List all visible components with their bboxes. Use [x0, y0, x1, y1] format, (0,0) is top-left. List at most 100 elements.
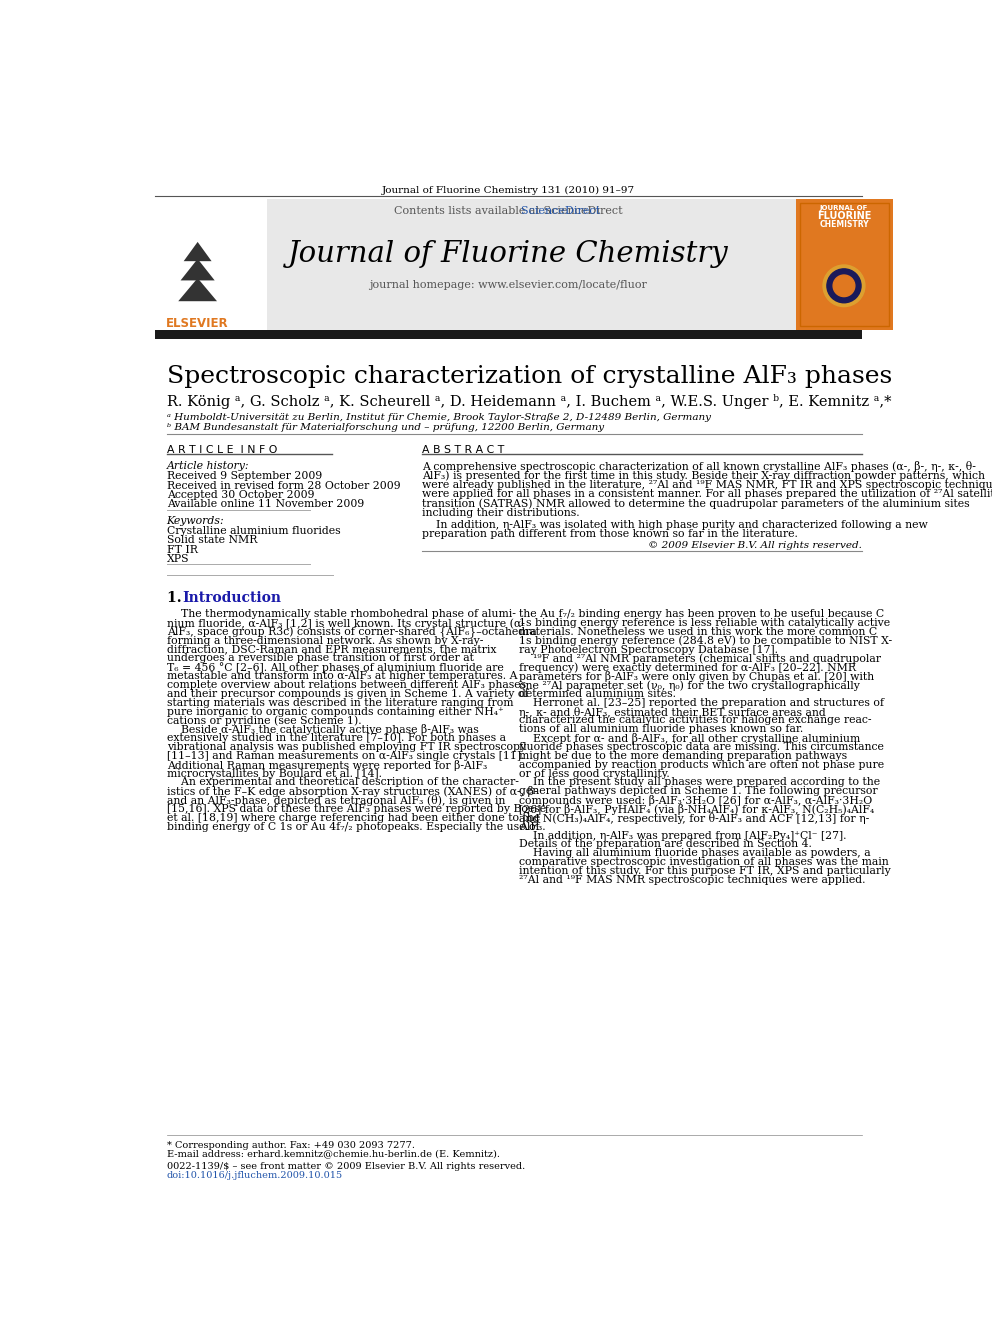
Text: ELSEVIER: ELSEVIER: [167, 316, 229, 329]
Text: and their precursor compounds is given in Scheme 1. A variety of: and their precursor compounds is given i…: [167, 689, 528, 699]
FancyBboxPatch shape: [155, 198, 268, 329]
Text: * Corresponding author. Fax: +49 030 2093 7277.: * Corresponding author. Fax: +49 030 209…: [167, 1140, 415, 1150]
Text: ²⁷Al and ¹⁹F MAS NMR spectroscopic techniques were applied.: ²⁷Al and ¹⁹F MAS NMR spectroscopic techn…: [519, 875, 866, 885]
Text: [26] for β-AlF₃, PyHAlF₄ (via β-NH₄AlF₄) for κ-AlF₃, N(C₂H₅)₄AlF₄: [26] for β-AlF₃, PyHAlF₄ (via β-NH₄AlF₄)…: [519, 804, 875, 815]
Text: extensively studied in the literature [7–10]. For both phases a: extensively studied in the literature [7…: [167, 733, 506, 744]
Text: Accepted 30 October 2009: Accepted 30 October 2009: [167, 490, 314, 500]
Text: Received 9 September 2009: Received 9 September 2009: [167, 471, 321, 482]
Text: ᵇ BAM Bundesanstalt für Materialforschung und – prüfung, 12200 Berlin, Germany: ᵇ BAM Bundesanstalt für Materialforschun…: [167, 423, 604, 431]
Text: ᵃ Humboldt-Universität zu Berlin, Institut für Chemie, Brook Taylor-Straße 2, D-: ᵃ Humboldt-Universität zu Berlin, Instit…: [167, 413, 710, 422]
Text: vibrational analysis was published employing FT IR spectroscopy: vibrational analysis was published emplo…: [167, 742, 526, 751]
Text: characterized the catalytic activities for halogen exchange reac-: characterized the catalytic activities f…: [519, 716, 872, 725]
Text: FLUORINE: FLUORINE: [816, 212, 871, 221]
Text: Spectroscopic characterization of crystalline AlF₃ phases: Spectroscopic characterization of crysta…: [167, 365, 892, 388]
Text: metastable and transform into α-AlF₃ at higher temperatures. A: metastable and transform into α-AlF₃ at …: [167, 671, 517, 681]
Text: microcrystallites by Boulard et al. [14].: microcrystallites by Boulard et al. [14]…: [167, 769, 382, 779]
Text: In addition, η-AlF₃ was prepared from [AlF₂Py₄]⁺Cl⁻ [27].: In addition, η-AlF₃ was prepared from [A…: [519, 831, 847, 840]
Circle shape: [823, 265, 865, 307]
Text: were already published in the literature, ²⁷Al and ¹⁹F MAS NMR, FT IR and XPS sp: were already published in the literature…: [423, 480, 992, 490]
Text: were applied for all phases in a consistent manner. For all phases prepared the : were applied for all phases in a consist…: [423, 490, 992, 499]
Text: ¹⁹F and ²⁷Al NMR parameters (chemical shifts and quadrupolar: ¹⁹F and ²⁷Al NMR parameters (chemical sh…: [519, 654, 881, 664]
Text: one ²⁷Al parameter set (ν₀, η₀) for the two crystallographically: one ²⁷Al parameter set (ν₀, η₀) for the …: [519, 680, 860, 691]
Text: In the present study all phases were prepared according to the: In the present study all phases were pre…: [519, 778, 880, 787]
Text: R. König ᵃ, G. Scholz ᵃ, K. Scheurell ᵃ, D. Heidemann ᵃ, I. Buchem ᵃ, W.E.S. Ung: R. König ᵃ, G. Scholz ᵃ, K. Scheurell ᵃ,…: [167, 394, 891, 409]
Text: Keywords:: Keywords:: [167, 516, 224, 527]
Polygon shape: [179, 278, 217, 302]
Text: Journal of Fluorine Chemistry 131 (2010) 91–97: Journal of Fluorine Chemistry 131 (2010)…: [382, 185, 635, 194]
Text: AlF₃.: AlF₃.: [519, 822, 546, 832]
Text: diffraction, DSC-Raman and EPR measurements, the matrix: diffraction, DSC-Raman and EPR measureme…: [167, 644, 496, 655]
Text: Having all aluminium fluoride phases available as powders, a: Having all aluminium fluoride phases ava…: [519, 848, 871, 859]
Text: and N(CH₃)₄AlF₄, respectively, for θ-AlF₃ and ACF [12,13] for η-: and N(CH₃)₄AlF₄, respectively, for θ-AlF…: [519, 812, 870, 824]
Text: 0022-1139/$ – see front matter © 2009 Elsevier B.V. All rights reserved.: 0022-1139/$ – see front matter © 2009 El…: [167, 1162, 525, 1171]
Text: T₆ = 456 °C [2–6]. All other phases of aluminium fluoride are: T₆ = 456 °C [2–6]. All other phases of a…: [167, 663, 503, 673]
Polygon shape: [184, 242, 211, 261]
Text: 1s binding energy reference (284.8 eV) to be compatible to NIST X-: 1s binding energy reference (284.8 eV) t…: [519, 636, 893, 647]
Text: undergoes a reversible phase transition of first order at: undergoes a reversible phase transition …: [167, 654, 473, 664]
FancyBboxPatch shape: [155, 329, 862, 339]
Text: A B S T R A C T: A B S T R A C T: [423, 446, 505, 455]
Polygon shape: [181, 259, 214, 280]
Text: CHEMISTRY: CHEMISTRY: [819, 220, 869, 229]
Text: Additional Raman measurements were reported for β-AlF₃: Additional Raman measurements were repor…: [167, 759, 487, 771]
Text: E-mail address: erhard.kemnitz@chemie.hu-berlin.de (E. Kemnitz).: E-mail address: erhard.kemnitz@chemie.hu…: [167, 1148, 500, 1158]
Text: Crystalline aluminium fluorides: Crystalline aluminium fluorides: [167, 527, 340, 536]
Text: might be due to the more demanding preparation pathways: might be due to the more demanding prepa…: [519, 751, 847, 761]
Text: compounds were used: β-AlF₃·3H₂O [26] for α-AlF₃, α-AlF₃·3H₂O: compounds were used: β-AlF₃·3H₂O [26] fo…: [519, 795, 873, 806]
Text: Beside α-AlF₃ the catalytically active phase β-AlF₃ was: Beside α-AlF₃ the catalytically active p…: [167, 724, 478, 736]
Text: journal homepage: www.elsevier.com/locate/fluor: journal homepage: www.elsevier.com/locat…: [369, 280, 648, 291]
Circle shape: [833, 275, 855, 296]
Text: Except for α- and β-AlF₃, for all other crystalline aluminium: Except for α- and β-AlF₃, for all other …: [519, 733, 860, 744]
Text: istics of the F–K edge absorption X-ray structures (XANES) of α-, β-: istics of the F–K edge absorption X-ray …: [167, 786, 537, 798]
Text: including their distributions.: including their distributions.: [423, 508, 580, 517]
Text: JOURNAL OF: JOURNAL OF: [819, 205, 868, 210]
Text: In addition, η-AlF₃ was isolated with high phase purity and characterized follow: In addition, η-AlF₃ was isolated with hi…: [423, 520, 929, 531]
Text: frequency) were exactly determined for α-AlF₃ [20–22]. NMR: frequency) were exactly determined for α…: [519, 663, 856, 673]
Text: preparation path different from those known so far in the literature.: preparation path different from those kn…: [423, 529, 799, 540]
Text: complete overview about relations between different AlF₃ phases: complete overview about relations betwee…: [167, 680, 526, 691]
Text: A R T I C L E  I N F O: A R T I C L E I N F O: [167, 446, 277, 455]
Text: transition (SATRAS) NMR allowed to determine the quadrupolar parameters of the a: transition (SATRAS) NMR allowed to deter…: [423, 499, 970, 509]
Text: tions of all aluminium fluoride phases known so far.: tions of all aluminium fluoride phases k…: [519, 724, 804, 734]
Text: Received in revised form 28 October 2009: Received in revised form 28 October 2009: [167, 480, 400, 491]
Text: or of less good crystallinity.: or of less good crystallinity.: [519, 769, 670, 779]
Text: Available online 11 November 2009: Available online 11 November 2009: [167, 499, 364, 509]
FancyBboxPatch shape: [155, 198, 862, 329]
Text: AlF₃) is presented for the first time in this study. Beside their X-ray diffract: AlF₃) is presented for the first time in…: [423, 471, 985, 482]
Text: A comprehensive spectroscopic characterization of all known crystalline AlF₃ pha: A comprehensive spectroscopic characteri…: [423, 462, 976, 472]
Text: AlF₃, space group R3c) consists of corner-shared {AlF₆}–octahedra: AlF₃, space group R3c) consists of corne…: [167, 627, 537, 638]
Text: ScienceDirect: ScienceDirect: [417, 206, 600, 217]
Text: Introduction: Introduction: [183, 591, 281, 606]
Text: forming a three-dimensional network. As shown by X-ray-: forming a three-dimensional network. As …: [167, 636, 483, 646]
Text: [15,16]. XPS data of these three AlF₃ phases were reported by Boese: [15,16]. XPS data of these three AlF₃ ph…: [167, 804, 546, 814]
Text: starting materials was described in the literature ranging from: starting materials was described in the …: [167, 697, 513, 708]
Text: fluoride phases spectroscopic data are missing. This circumstance: fluoride phases spectroscopic data are m…: [519, 742, 884, 751]
Text: The thermodynamically stable rhombohedral phase of alumi-: The thermodynamically stable rhombohedra…: [167, 609, 516, 619]
Text: 1s binding energy reference is less reliable with catalytically active: 1s binding energy reference is less reli…: [519, 618, 891, 628]
Text: Herronet al. [23–25] reported the preparation and structures of: Herronet al. [23–25] reported the prepar…: [519, 697, 884, 708]
FancyBboxPatch shape: [796, 198, 893, 329]
Text: binding energy of C 1s or Au 4f₇/₂ photopeaks. Especially the use of: binding energy of C 1s or Au 4f₇/₂ photo…: [167, 822, 540, 832]
Text: Details of the preparation are described in Section 4.: Details of the preparation are described…: [519, 839, 812, 849]
Text: general pathways depicted in Scheme 1. The following precursor: general pathways depicted in Scheme 1. T…: [519, 786, 878, 796]
Text: comparative spectroscopic investigation of all phases was the main: comparative spectroscopic investigation …: [519, 857, 889, 867]
Text: determined aluminium sites.: determined aluminium sites.: [519, 689, 677, 699]
FancyBboxPatch shape: [194, 286, 200, 302]
Text: ray Photoelectron Spectroscopy Database [17].: ray Photoelectron Spectroscopy Database …: [519, 644, 779, 655]
Text: parameters for β-AlF₃ were only given by Chupas et al. [20] with: parameters for β-AlF₃ were only given by…: [519, 671, 874, 683]
Text: pure inorganic to organic compounds containing either NH₄⁺: pure inorganic to organic compounds cont…: [167, 706, 503, 717]
Text: Article history:: Article history:: [167, 462, 249, 471]
Text: Solid state NMR: Solid state NMR: [167, 536, 257, 545]
Text: doi:10.1016/j.jfluchem.2009.10.015: doi:10.1016/j.jfluchem.2009.10.015: [167, 1171, 343, 1180]
Text: et al. [18,19] where charge referencing had been either done to the: et al. [18,19] where charge referencing …: [167, 812, 540, 823]
Text: and an AlF₃-phase, depicted as tetragonal AlF₃ (θ), is given in: and an AlF₃-phase, depicted as tetragona…: [167, 795, 505, 806]
Text: accompanied by reaction products which are often not phase pure: accompanied by reaction products which a…: [519, 759, 885, 770]
Text: the Au f₇/₂ binding energy has been proven to be useful because C: the Au f₇/₂ binding energy has been prov…: [519, 609, 885, 619]
Text: FT IR: FT IR: [167, 545, 197, 554]
Text: materials. Nonetheless we used in this work the more common C: materials. Nonetheless we used in this w…: [519, 627, 877, 636]
Text: η-, κ- and θ-AlF₃, estimated their BET surface areas and: η-, κ- and θ-AlF₃, estimated their BET s…: [519, 706, 826, 717]
Text: Journal of Fluorine Chemistry: Journal of Fluorine Chemistry: [288, 239, 729, 267]
Text: Contents lists available at ScienceDirect: Contents lists available at ScienceDirec…: [394, 206, 623, 217]
Text: © 2009 Elsevier B.V. All rights reserved.: © 2009 Elsevier B.V. All rights reserved…: [648, 541, 862, 550]
Circle shape: [827, 269, 861, 303]
